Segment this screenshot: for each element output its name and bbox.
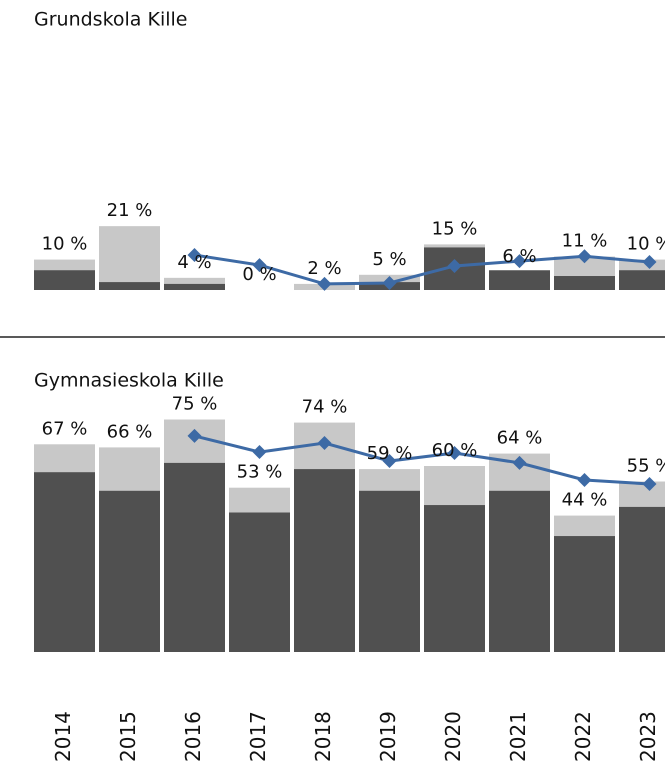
marker — [577, 249, 592, 264]
bar — [99, 490, 160, 652]
marker — [642, 255, 657, 270]
value-label: 21 % — [107, 200, 153, 221]
marker — [382, 276, 397, 291]
value-label: 0 % — [242, 264, 276, 285]
bar — [359, 490, 420, 652]
marker — [577, 472, 592, 487]
x-tick-label: 2022 — [571, 711, 595, 762]
marker — [252, 258, 267, 273]
bar — [34, 472, 95, 652]
chart-title: Grundskola Kille — [34, 9, 187, 31]
x-tick-label: 2017 — [246, 711, 270, 762]
value-label: 75 % — [172, 394, 218, 415]
marker — [447, 445, 462, 460]
bar — [489, 270, 550, 290]
marker — [447, 258, 462, 273]
value-label: 10 % — [42, 234, 88, 255]
marker — [512, 254, 527, 269]
bar — [229, 512, 290, 652]
bar — [34, 270, 95, 290]
marker — [382, 454, 397, 469]
x-tick-label: 2019 — [376, 711, 400, 762]
value-label: 60 % — [432, 440, 478, 461]
value-label: 6 % — [502, 246, 536, 267]
marker — [187, 248, 202, 263]
x-tick-label: 2021 — [506, 711, 530, 762]
marker — [252, 445, 267, 460]
value-label: 10 % — [627, 234, 665, 255]
bar — [619, 506, 665, 652]
marker — [512, 455, 527, 470]
bar — [554, 276, 615, 290]
value-label: 5 % — [372, 249, 406, 270]
x-tick-label: 2016 — [181, 711, 205, 762]
value-label: 15 % — [432, 218, 478, 239]
line — [194, 253, 650, 286]
value-label: 66 % — [107, 421, 153, 442]
bar — [99, 282, 160, 290]
value-label: 4 % — [177, 252, 211, 273]
chart-title: Gymnasieskola Kille — [34, 370, 224, 392]
line — [194, 434, 650, 486]
x-tick-label: 2018 — [311, 711, 335, 762]
x-tick-label: 2014 — [51, 711, 75, 762]
value-label: 67 % — [42, 418, 88, 439]
bar — [554, 536, 615, 652]
bar — [424, 505, 485, 652]
marker — [187, 428, 202, 443]
marker — [642, 476, 657, 491]
value-label: 74 % — [302, 397, 348, 418]
value-label: 11 % — [562, 231, 608, 252]
bar — [99, 226, 160, 290]
bar — [164, 283, 225, 290]
x-tick-label: 2023 — [636, 711, 660, 762]
value-label: 64 % — [497, 428, 543, 449]
value-label: 2 % — [307, 258, 341, 279]
value-label: 44 % — [562, 490, 608, 511]
bar — [619, 270, 665, 290]
marker — [317, 276, 332, 291]
x-tick-label: 2015 — [116, 711, 140, 762]
value-label: 59 % — [367, 443, 413, 464]
value-label: 55 % — [627, 456, 665, 477]
marker — [317, 436, 332, 451]
bar — [164, 462, 225, 652]
value-label: 53 % — [237, 462, 283, 483]
x-tick-label: 2020 — [441, 711, 465, 762]
bar — [294, 469, 355, 652]
bar — [489, 490, 550, 652]
